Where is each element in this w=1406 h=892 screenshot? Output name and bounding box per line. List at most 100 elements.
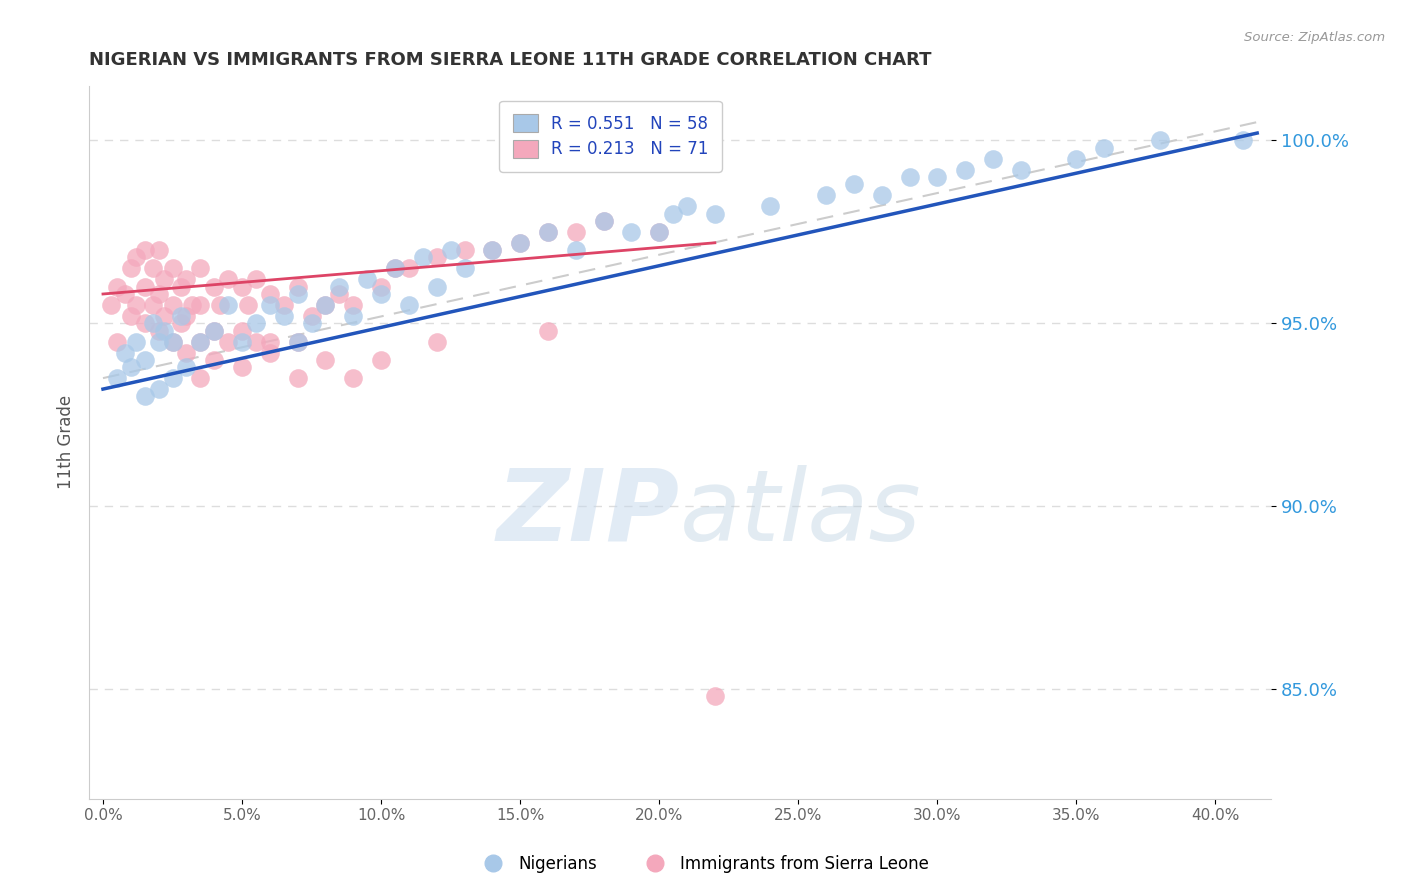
Point [1232, 133, 1254, 147]
Point [426, 279, 449, 293]
Legend: R = 0.551   N = 58, R = 0.213   N = 71: R = 0.551 N = 58, R = 0.213 N = 71 [499, 101, 721, 171]
Point [648, 225, 671, 239]
Point [565, 243, 588, 257]
Point [287, 279, 309, 293]
Point [703, 690, 725, 704]
Point [114, 287, 136, 301]
Point [148, 243, 170, 257]
Point [153, 272, 176, 286]
Point [162, 298, 184, 312]
Point [927, 169, 949, 184]
Point [537, 225, 560, 239]
Point [981, 152, 1004, 166]
Point [398, 261, 420, 276]
Point [170, 309, 193, 323]
Point [153, 309, 176, 323]
Point [1092, 141, 1115, 155]
Point [273, 298, 295, 312]
Point [1010, 162, 1032, 177]
Point [356, 272, 378, 286]
Legend: Nigerians, Immigrants from Sierra Leone: Nigerians, Immigrants from Sierra Leone [470, 848, 936, 880]
Point [342, 371, 364, 385]
Point [273, 309, 295, 323]
Point [259, 298, 281, 312]
Point [565, 225, 588, 239]
Point [188, 334, 211, 349]
Point [537, 225, 560, 239]
Point [370, 279, 392, 293]
Point [125, 251, 148, 265]
Point [703, 206, 725, 220]
Point [953, 162, 976, 177]
Point [509, 235, 531, 250]
Point [176, 360, 198, 375]
Point [188, 371, 211, 385]
Point [120, 261, 142, 276]
Y-axis label: 11th Grade: 11th Grade [58, 395, 75, 489]
Point [148, 382, 170, 396]
Point [314, 298, 336, 312]
Point [287, 287, 309, 301]
Point [202, 279, 225, 293]
Point [1066, 152, 1088, 166]
Point [509, 235, 531, 250]
Point [176, 272, 198, 286]
Point [202, 324, 225, 338]
Point [301, 309, 323, 323]
Point [648, 225, 671, 239]
Point [259, 287, 281, 301]
Point [453, 243, 475, 257]
Point [592, 214, 614, 228]
Point [481, 243, 503, 257]
Point [176, 309, 198, 323]
Point [384, 261, 406, 276]
Point [148, 334, 170, 349]
Point [142, 316, 165, 330]
Point [870, 188, 893, 202]
Point [384, 261, 406, 276]
Point [105, 371, 128, 385]
Point [148, 287, 170, 301]
Point [162, 334, 184, 349]
Point [120, 309, 142, 323]
Point [314, 352, 336, 367]
Point [217, 272, 239, 286]
Point [188, 261, 211, 276]
Point [170, 316, 193, 330]
Point [662, 206, 685, 220]
Point [188, 298, 211, 312]
Point [217, 334, 239, 349]
Point [217, 298, 239, 312]
Point [236, 298, 259, 312]
Text: atlas: atlas [681, 465, 922, 562]
Point [105, 334, 128, 349]
Point [231, 360, 253, 375]
Point [100, 298, 122, 312]
Point [125, 334, 148, 349]
Point [153, 324, 176, 338]
Point [208, 298, 231, 312]
Point [314, 298, 336, 312]
Point [898, 169, 921, 184]
Point [134, 243, 156, 257]
Point [328, 287, 350, 301]
Point [181, 298, 204, 312]
Point [426, 334, 449, 349]
Point [170, 279, 193, 293]
Point [287, 334, 309, 349]
Point [231, 324, 253, 338]
Point [370, 287, 392, 301]
Point [188, 334, 211, 349]
Point [105, 279, 128, 293]
Point [162, 334, 184, 349]
Point [440, 243, 463, 257]
Point [842, 178, 865, 192]
Point [759, 199, 782, 213]
Point [537, 324, 560, 338]
Point [202, 324, 225, 338]
Text: Source: ZipAtlas.com: Source: ZipAtlas.com [1244, 31, 1385, 45]
Point [453, 261, 475, 276]
Point [676, 199, 699, 213]
Point [176, 345, 198, 359]
Point [259, 334, 281, 349]
